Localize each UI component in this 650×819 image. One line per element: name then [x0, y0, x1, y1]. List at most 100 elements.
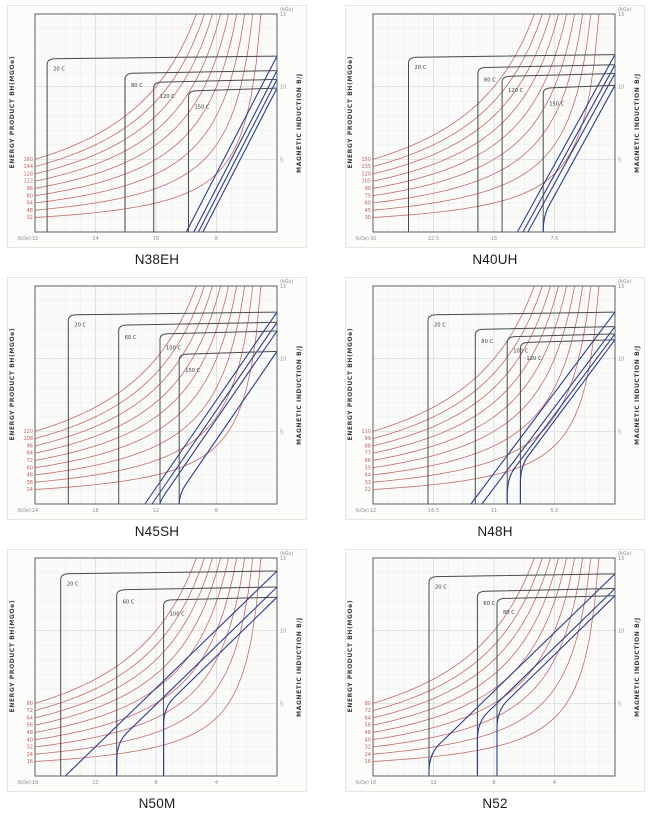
svg-text:12: 12: [92, 780, 98, 786]
svg-text:56: 56: [27, 723, 33, 729]
svg-text:32: 32: [27, 215, 33, 221]
svg-text:84: 84: [27, 451, 33, 457]
svg-text:6: 6: [215, 508, 218, 514]
svg-text:ENERGY PRODUCT BH(MGOe): ENERGY PRODUCT BH(MGOe): [9, 328, 16, 441]
svg-text:150: 150: [361, 157, 371, 163]
svg-text:40: 40: [27, 737, 33, 743]
panel-n45sh: 120 108 96 84 72 60 48 36 24 20 C 60 C 100 C 150 C 24…: [7, 277, 307, 539]
svg-text:120 C: 120 C: [160, 94, 176, 100]
svg-text:80: 80: [27, 193, 33, 199]
svg-text:80 C: 80 C: [481, 339, 493, 345]
svg-text:88: 88: [365, 444, 371, 450]
svg-text:55: 55: [365, 465, 371, 471]
svg-text:(kGs): (kGs): [280, 551, 293, 557]
svg-text:10: 10: [280, 357, 286, 363]
svg-text:5.5: 5.5: [551, 508, 559, 514]
svg-text:(kGs): (kGs): [280, 279, 293, 285]
svg-text:40: 40: [365, 737, 371, 743]
svg-text:24: 24: [365, 752, 371, 758]
svg-text:150 C: 150 C: [549, 102, 565, 108]
svg-text:10: 10: [280, 85, 286, 91]
svg-text:10: 10: [280, 629, 286, 635]
svg-text:MAGNETIC INDUCTION B/J: MAGNETIC INDUCTION B/J: [296, 345, 303, 445]
svg-text:32: 32: [27, 745, 33, 751]
svg-text:80 C: 80 C: [131, 83, 143, 89]
svg-text:15: 15: [618, 12, 624, 18]
svg-text:(kGs): (kGs): [618, 279, 631, 285]
svg-text:5: 5: [280, 701, 283, 707]
svg-text:24: 24: [27, 487, 33, 493]
svg-text:32: 32: [365, 745, 371, 751]
svg-text:12: 12: [153, 508, 159, 514]
chart-title-n52: N52: [482, 796, 508, 811]
svg-text:120 C: 120 C: [508, 88, 524, 94]
svg-text:128: 128: [23, 172, 33, 178]
svg-text:105: 105: [361, 179, 371, 185]
svg-text:ENERGY PRODUCT BH(MGOe): ENERGY PRODUCT BH(MGOe): [9, 56, 16, 169]
svg-text:75: 75: [365, 193, 371, 199]
svg-text:60 C: 60 C: [483, 601, 495, 607]
svg-text:15: 15: [491, 236, 497, 242]
svg-text:48: 48: [27, 730, 33, 736]
svg-text:108: 108: [23, 436, 33, 442]
svg-text:10: 10: [618, 85, 624, 91]
svg-text:(kOe): (kOe): [17, 236, 31, 242]
svg-text:MAGNETIC INDUCTION B/J: MAGNETIC INDUCTION B/J: [296, 617, 303, 717]
svg-text:ENERGY PRODUCT BH(MGOe): ENERGY PRODUCT BH(MGOe): [347, 600, 354, 713]
svg-text:16: 16: [153, 236, 159, 242]
svg-text:16: 16: [365, 759, 371, 765]
svg-text:20 C: 20 C: [53, 67, 65, 73]
svg-text:MAGNETIC INDUCTION B/J: MAGNETIC INDUCTION B/J: [634, 345, 641, 445]
svg-text:44: 44: [365, 473, 371, 479]
svg-text:20 C: 20 C: [434, 323, 446, 329]
svg-text:150 C: 150 C: [195, 105, 211, 111]
svg-text:(kGs): (kGs): [618, 551, 631, 557]
svg-text:15: 15: [618, 556, 624, 562]
svg-text:16.5: 16.5: [428, 508, 439, 514]
svg-text:4: 4: [553, 780, 556, 786]
svg-text:77: 77: [365, 451, 371, 457]
svg-text:64: 64: [365, 716, 371, 722]
svg-text:110: 110: [361, 429, 371, 435]
svg-text:100 C: 100 C: [170, 612, 186, 618]
svg-text:99: 99: [365, 436, 371, 442]
svg-text:18: 18: [92, 508, 98, 514]
svg-text:5: 5: [618, 701, 621, 707]
svg-text:8: 8: [492, 780, 495, 786]
chart-title-n50m: N50M: [138, 796, 176, 811]
svg-text:MAGNETIC INDUCTION B/J: MAGNETIC INDUCTION B/J: [296, 73, 303, 173]
svg-text:16: 16: [27, 759, 33, 765]
svg-text:16: 16: [32, 780, 38, 786]
svg-text:30: 30: [370, 236, 376, 242]
svg-text:45: 45: [365, 208, 371, 214]
svg-text:48: 48: [365, 730, 371, 736]
chart-title-n48h: N48H: [477, 524, 513, 539]
svg-text:10: 10: [618, 357, 624, 363]
svg-text:(kGs): (kGs): [618, 7, 631, 13]
panel-n50m: 80 72 64 56 48 40 32 24 16 20 C 60 C 100 C 16 12 8 4 (kO…: [7, 549, 307, 811]
svg-text:5: 5: [280, 429, 283, 435]
svg-text:20 C: 20 C: [74, 323, 86, 329]
svg-text:15: 15: [280, 284, 286, 290]
svg-text:48: 48: [27, 208, 33, 214]
svg-text:48: 48: [27, 473, 33, 479]
svg-text:22: 22: [365, 487, 371, 493]
svg-text:80 C: 80 C: [503, 610, 515, 616]
svg-text:72: 72: [365, 708, 371, 714]
panel-n40uh: 150 135 120 105 90 75 60 45 30 20 C 80 C 120 C 150 C…: [345, 5, 645, 267]
svg-text:90: 90: [365, 186, 371, 192]
svg-text:24: 24: [27, 752, 33, 758]
svg-text:60: 60: [365, 201, 371, 207]
svg-text:30: 30: [365, 215, 371, 221]
svg-text:72: 72: [27, 458, 33, 464]
svg-text:ENERGY PRODUCT BH(MGOe): ENERGY PRODUCT BH(MGOe): [347, 328, 354, 441]
svg-text:8: 8: [215, 236, 218, 242]
svg-text:11: 11: [491, 508, 497, 514]
svg-text:135: 135: [361, 164, 371, 170]
